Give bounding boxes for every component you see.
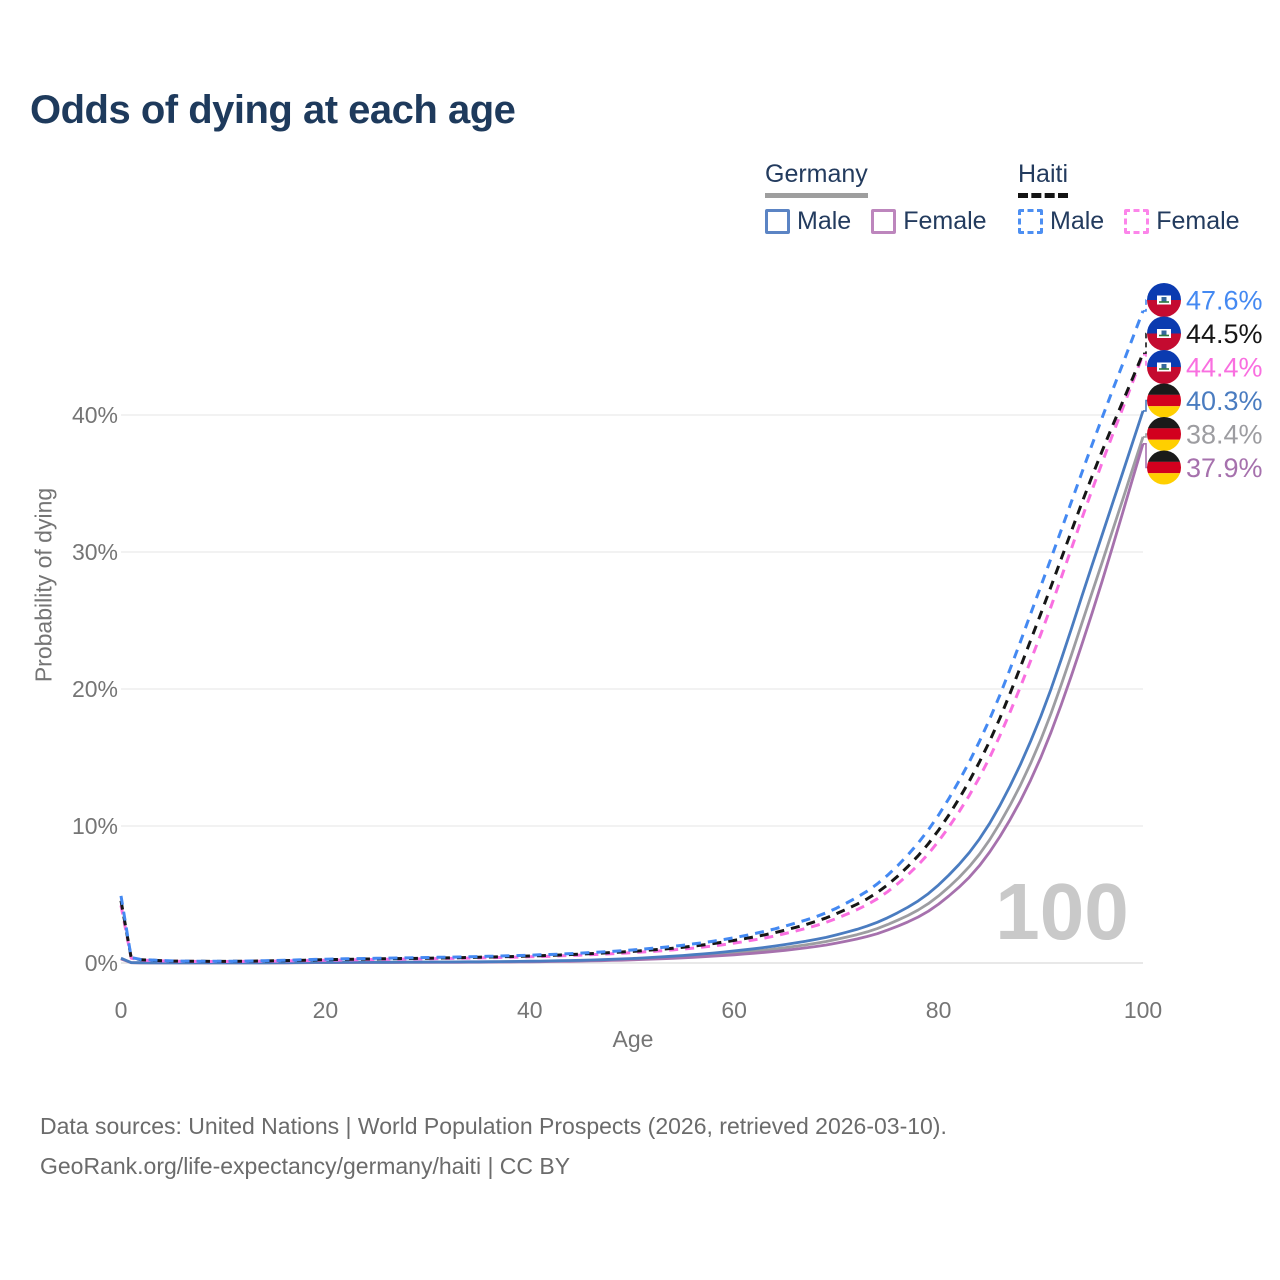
legend-item-label: Male <box>797 207 852 235</box>
series-line-haiti-both-sexes[interactable] <box>119 352 1145 963</box>
x-tick-labels: 0 20 40 60 80 100 <box>115 997 1163 1023</box>
end-labels: 47.6%44.5% 44.4%40.3% 38.4%37.9% <box>1143 283 1263 485</box>
flag-icon-haiti <box>1147 283 1181 317</box>
line-chart: 0% 10% 20% 30% 40% 0 20 40 60 80 100 47.6%44.5% 44… <box>72 283 1263 1023</box>
legend-row-germany: Male Female <box>765 207 1007 236</box>
flag-icon-haiti <box>1147 350 1181 384</box>
x-tick-label: 60 <box>721 997 747 1023</box>
x-tick-label: 40 <box>517 997 543 1023</box>
y-tick-labels: 0% 10% 20% 30% 40% <box>72 402 118 976</box>
end-label-value-germany-male[interactable]: 40.3% <box>1186 386 1263 416</box>
legend-title-haiti[interactable]: Haiti <box>1018 160 1069 198</box>
end-label-value-haiti-male[interactable]: 47.6% <box>1186 286 1263 316</box>
x-tick-label: 0 <box>115 997 128 1023</box>
legend-item-label: Male <box>1050 207 1105 235</box>
flag-icon-germany <box>1147 417 1181 451</box>
footer: Data sources: United Nations | World Pop… <box>40 1106 947 1186</box>
series-line-haiti-male[interactable] <box>119 310 1145 963</box>
haiti-male-swatch-icon <box>1018 209 1043 234</box>
y-tick-label: 10% <box>72 813 118 839</box>
footer-data-sources: Data sources: United Nations | World Pop… <box>40 1113 947 1139</box>
legend-item-label: Female <box>903 207 987 235</box>
y-tick-label: 0% <box>85 950 118 976</box>
x-tick-label: 100 <box>1124 997 1162 1023</box>
legend-item-germany-female[interactable]: Female <box>871 207 987 236</box>
end-label-value-haiti-both-sexes[interactable]: 44.5% <box>1186 319 1263 349</box>
y-tick-label: 40% <box>72 402 118 428</box>
footer-attribution: GeoRank.org/life-expectancy/germany/hait… <box>40 1153 571 1179</box>
x-axis-title: Age <box>612 1026 654 1052</box>
series-line-haiti-female[interactable] <box>119 354 1145 963</box>
legend-item-label: Female <box>1156 207 1240 235</box>
end-label-connector <box>1143 332 1149 355</box>
haiti-female-swatch-icon <box>1124 209 1150 234</box>
x-tick-label: 20 <box>313 997 339 1023</box>
legend-item-haiti-male[interactable]: Male <box>1018 207 1104 236</box>
legend-row-haiti: Male Female <box>1018 207 1260 236</box>
series-line-germany-male[interactable] <box>120 410 1145 965</box>
end-label-connector <box>1143 353 1149 368</box>
x-tick-label: 80 <box>926 997 952 1023</box>
flag-icon-haiti <box>1147 316 1181 351</box>
end-label-value-germany-female[interactable]: 37.9% <box>1186 453 1263 483</box>
y-axis-title: Probability of dying <box>30 487 57 683</box>
legend-group-haiti: Haiti Male Female <box>1018 160 1260 236</box>
flag-icon-germany <box>1147 383 1181 418</box>
hover-age-watermark: 100 <box>995 867 1129 956</box>
page-title: Odds of dying at each age <box>30 88 516 132</box>
germany-male-swatch-icon <box>765 209 790 234</box>
series-lines <box>119 310 1145 965</box>
y-tick-label: 30% <box>72 539 118 565</box>
y-tick-label: 20% <box>72 676 118 702</box>
end-label-value-germany-both-sexes[interactable]: 38.4% <box>1186 420 1263 450</box>
legend-title-germany[interactable]: Germany <box>765 160 868 198</box>
flag-icon-germany <box>1147 450 1181 485</box>
germany-female-swatch-icon <box>871 209 897 234</box>
legend-group-germany: Germany Male Female <box>765 160 1007 236</box>
end-label-value-haiti-female[interactable]: 44.4% <box>1186 353 1263 383</box>
legend-item-germany-male[interactable]: Male <box>765 207 851 236</box>
legend-item-haiti-female[interactable]: Female <box>1124 207 1240 236</box>
end-label-connector <box>1143 299 1149 312</box>
